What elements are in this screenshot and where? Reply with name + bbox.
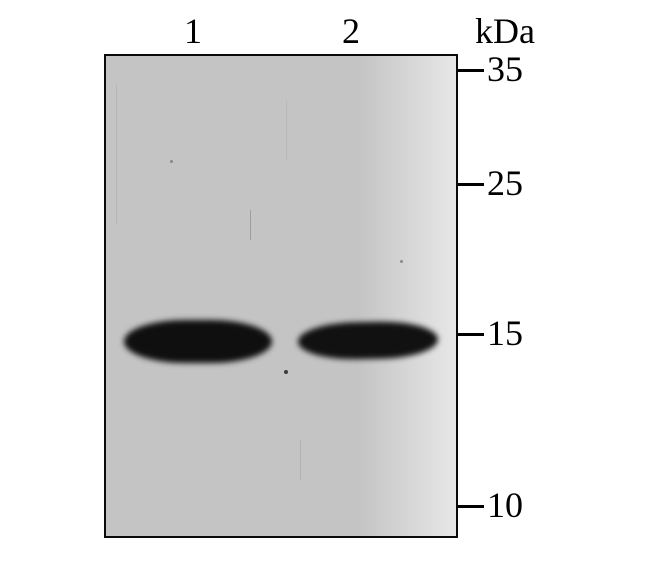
- band-lane-1: [124, 320, 272, 363]
- marker-tick-25: [458, 183, 484, 186]
- film-speck: [170, 160, 173, 163]
- marker-label-25: 25: [487, 162, 523, 204]
- marker-label-35: 35: [487, 48, 523, 90]
- blot-membrane: [104, 54, 458, 538]
- marker-label-15: 15: [487, 312, 523, 354]
- film-speck: [284, 370, 288, 374]
- film-grain-line: [286, 100, 287, 160]
- blot-background: [106, 56, 456, 536]
- film-grain-line: [250, 210, 251, 240]
- marker-tick-10: [458, 505, 484, 508]
- film-grain-line: [116, 84, 117, 224]
- film-speck: [400, 260, 403, 263]
- lane-2-label: 2: [342, 10, 360, 52]
- film-grain-line: [300, 440, 301, 480]
- lane-1-label: 1: [184, 10, 202, 52]
- marker-unit-label: kDa: [475, 10, 535, 52]
- western-blot-figure: 1 2 kDa 35 25 15 10: [0, 0, 650, 567]
- marker-label-10: 10: [487, 484, 523, 526]
- marker-tick-35: [458, 69, 484, 72]
- marker-tick-15: [458, 333, 484, 336]
